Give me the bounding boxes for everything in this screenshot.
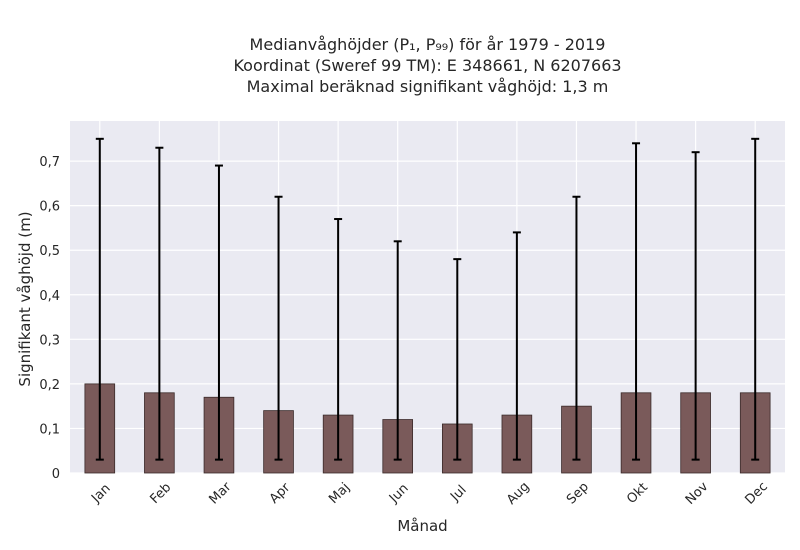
y-tick-label: 0,7 (39, 155, 60, 170)
y-tick-label: 0,2 (39, 378, 60, 393)
x-axis-label: Månad (397, 517, 447, 535)
chart-title-line-1: Medianvåghöjder (P₁, P₉₉) för år 1979 - … (249, 35, 606, 54)
x-tick-label: Aug (504, 479, 533, 508)
x-tick-label: Okt (624, 480, 651, 507)
x-tick-label: Feb (147, 480, 174, 507)
x-tick-label: Sep (564, 480, 592, 508)
x-tick-label: Jul (447, 483, 469, 505)
y-tick-label: 0 (52, 467, 60, 482)
x-tick-label: Jan (88, 481, 113, 506)
error-bars (95, 137, 760, 461)
y-tick-label: 0,4 (39, 289, 60, 304)
y-tick-label: 0,5 (39, 244, 60, 259)
x-tick-label: Apr (267, 480, 294, 507)
x-tick-label: Nov (683, 479, 712, 508)
y-tick-label: 0,1 (39, 422, 60, 437)
plot-area (70, 121, 785, 473)
chart-title-line-3: Maximal beräknad signifikant våghöjd: 1,… (246, 77, 609, 96)
y-axis-label: Signifikant våghöjd (m) (16, 211, 34, 386)
y-tick-label: 0,3 (39, 333, 60, 348)
x-tick-label: Dec (743, 479, 771, 507)
chart-title: Medianvåghöjder (P₁, P₉₉) för år 1979 - … (0, 34, 800, 97)
x-tick-label: Mar (207, 479, 235, 507)
x-tick-label: Jun (386, 481, 412, 507)
x-tick-label: Maj (326, 480, 353, 507)
chart-title-line-2: Koordinat (Sweref 99 TM): E 348661, N 62… (233, 56, 622, 75)
y-tick-label: 0,6 (39, 200, 60, 215)
x-tick-labels: Jan Feb Mar Apr Maj Jun Jul Aug Sep Okt Nov Dec (88, 479, 771, 508)
y-tick-labels: 0 0,1 0,2 0,3 0,4 0,5 0,6 0,7 (39, 155, 60, 482)
